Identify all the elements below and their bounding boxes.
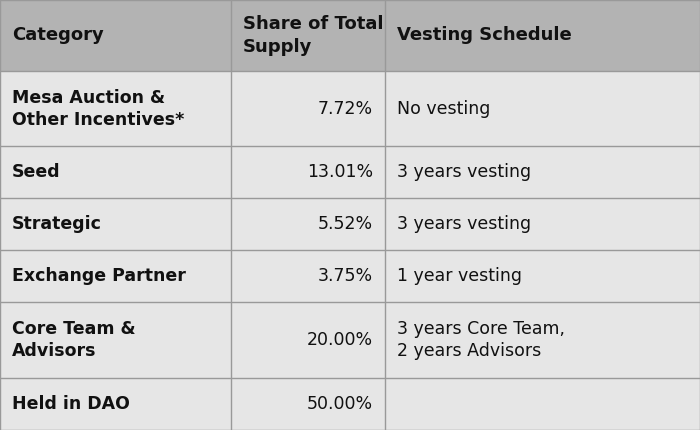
Text: No vesting: No vesting — [397, 100, 491, 118]
Bar — [231, 378, 385, 430]
Text: 3 years vesting: 3 years vesting — [397, 163, 531, 181]
Bar — [385, 302, 700, 378]
Bar — [231, 199, 385, 250]
Text: Seed: Seed — [12, 163, 61, 181]
Bar — [385, 199, 700, 250]
Text: 20.00%: 20.00% — [307, 331, 373, 349]
Text: 7.72%: 7.72% — [318, 100, 373, 118]
Text: Core Team &
Advisors: Core Team & Advisors — [12, 320, 136, 360]
Text: 5.52%: 5.52% — [318, 215, 373, 233]
Bar — [0, 147, 231, 199]
Text: Category: Category — [12, 26, 104, 44]
Bar — [385, 147, 700, 199]
Bar — [0, 250, 231, 302]
Text: 3.75%: 3.75% — [318, 267, 373, 286]
Text: 1 year vesting: 1 year vesting — [397, 267, 522, 286]
Bar — [385, 0, 700, 71]
Text: Mesa Auction &
Other Incentives*: Mesa Auction & Other Incentives* — [12, 89, 184, 129]
Bar — [0, 71, 231, 147]
Text: 50.00%: 50.00% — [307, 395, 373, 413]
Bar — [0, 199, 231, 250]
Bar — [0, 0, 231, 71]
Text: Share of Total
Supply: Share of Total Supply — [243, 15, 384, 55]
Bar — [0, 302, 231, 378]
Text: 3 years vesting: 3 years vesting — [397, 215, 531, 233]
Bar — [385, 378, 700, 430]
Bar — [231, 302, 385, 378]
Bar — [231, 71, 385, 147]
Bar — [385, 71, 700, 147]
Bar — [231, 250, 385, 302]
Bar — [0, 378, 231, 430]
Bar — [231, 0, 385, 71]
Text: 13.01%: 13.01% — [307, 163, 373, 181]
Text: Exchange Partner: Exchange Partner — [12, 267, 186, 286]
Bar — [385, 250, 700, 302]
Text: Held in DAO: Held in DAO — [12, 395, 130, 413]
Text: Strategic: Strategic — [12, 215, 102, 233]
Bar — [231, 147, 385, 199]
Text: Vesting Schedule: Vesting Schedule — [397, 26, 572, 44]
Text: 3 years Core Team,
2 years Advisors: 3 years Core Team, 2 years Advisors — [397, 320, 565, 360]
